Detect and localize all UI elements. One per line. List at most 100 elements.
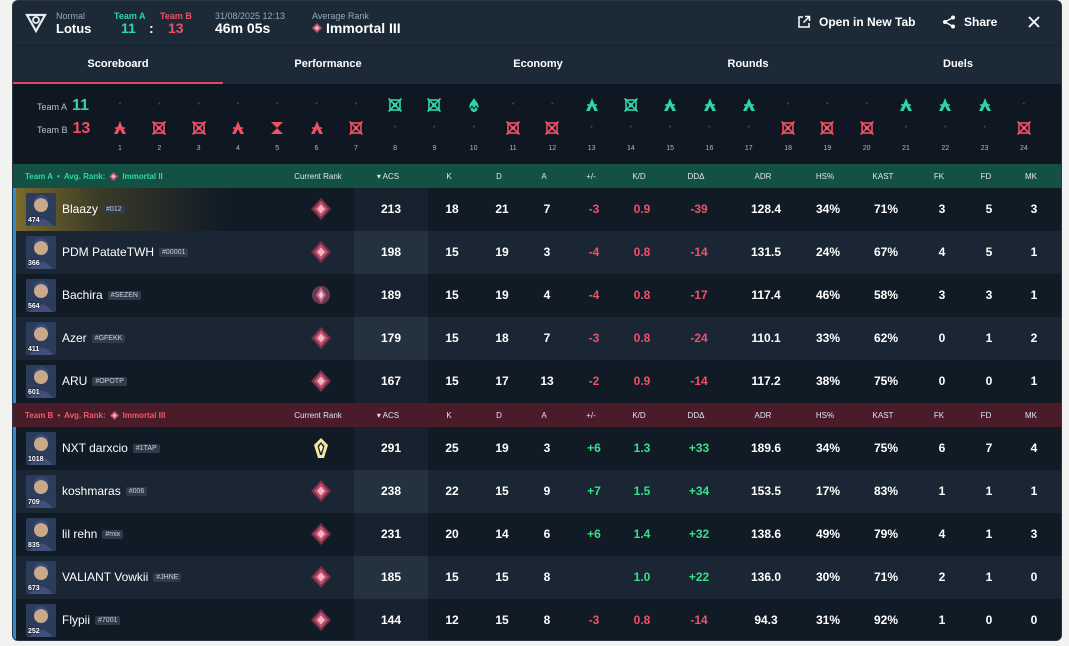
player-row[interactable]: 709 koshmaras #006 238 22 15 9 +7 1.5 +34 153.5 17%… [13,470,1061,513]
column-header-adr[interactable]: ADR [754,410,772,420]
column-header-acs[interactable]: ▾ ACS [373,411,403,420]
player-row[interactable]: 601 ARU #OPOTP 167 15 17 13 -2 0.9 -14 117.2 38% 75%… [13,360,1061,403]
column-header-multi-kills[interactable]: MK [1025,410,1037,420]
share-button[interactable]: Share [942,15,997,29]
round-3[interactable]: • [184,96,214,137]
column-header-kills[interactable]: K [446,410,452,420]
player-name[interactable]: Flypii #7001 [62,613,121,627]
player-row[interactable]: 564 Bachira #SEZEN 189 15 19 4 -4 0.8 -17 117.4 46%… [13,274,1061,317]
player-level: 709 [28,499,40,506]
player-tag: #7001 [95,615,121,625]
column-header-multi-kills[interactable]: MK [1025,171,1037,181]
player-name[interactable]: VALIANT Vowkii #JHNE [62,570,182,584]
column-header-assists[interactable]: A [541,171,547,181]
round-8[interactable]: • [380,96,410,137]
column-label: ACS [382,410,400,420]
column-header-current-rank[interactable]: Current Rank [294,171,342,181]
round-22[interactable]: • [930,96,960,137]
stat-deaths: 19 [495,441,509,455]
round-2[interactable]: • [144,96,174,137]
player-row[interactable]: 673 VALIANT Vowkii #JHNE 185 15 15 8 1.0 +22 136.… [13,556,1061,599]
round-16[interactable]: • [695,96,725,137]
column-header-first-kills[interactable]: FK [933,171,945,181]
round-18[interactable]: • [773,96,803,137]
timeline-team-a: Team A 11 [37,97,89,115]
round-9[interactable]: • [419,96,449,137]
stat-kills: 15 [445,374,459,388]
round-17[interactable]: • [734,96,764,137]
stat-headshot-pct: 38% [815,374,841,388]
player-row[interactable]: 366 PDM PatateTWH #00001 198 15 19 3 -4 0.8 -14 13… [13,231,1061,274]
round-12[interactable]: • [537,96,567,137]
round-20[interactable]: • [852,96,882,137]
column-header-kast[interactable]: KAST [872,171,894,181]
column-header-kd-ratio[interactable]: K/D [632,410,646,420]
column-header-kast[interactable]: KAST [872,410,894,420]
round-13[interactable]: • [577,96,607,137]
player-tag: #GFEKK [91,333,126,343]
round-24[interactable]: • [1009,96,1039,137]
column-header-dd-delta[interactable]: DDΔ [687,171,705,181]
round-11[interactable]: • [498,96,528,137]
avatar [26,322,56,355]
tab-performance[interactable]: Performance [294,58,362,70]
round-1[interactable]: • [105,96,135,137]
column-header-current-rank[interactable]: Current Rank [294,410,342,420]
match-date: 31/08/2025 12:13 [215,11,286,21]
player-row[interactable]: 252 Flypii #7001 144 12 15 8 -3 0.8 -14 94.3 31% 92%… [13,599,1061,640]
column-header-first-deaths[interactable]: FD [980,410,992,420]
column-header-headshot-pct[interactable]: HS% [815,410,835,420]
round-15[interactable]: • [655,96,685,137]
tab-economy[interactable]: Economy [513,58,563,70]
stat-adr: 128.4 [750,202,782,216]
player-name[interactable]: ARU #OPOTP [62,374,127,388]
round-6[interactable]: • [302,96,332,137]
stat-kd-ratio: 1.5 [633,484,651,498]
round-10[interactable]: • [459,96,489,137]
column-header-plus-minus[interactable]: +/- [586,410,596,420]
player-name[interactable]: Bachira #SEZEN [62,288,141,302]
column-header-kills[interactable]: K [446,171,452,181]
stat-plus-minus: +6 [587,527,601,541]
round-19[interactable]: • [812,96,842,137]
column-header-plus-minus[interactable]: +/- [586,171,596,181]
round-5[interactable]: • [262,96,292,137]
player-name[interactable]: Azer #GFEKK [62,331,126,345]
round-loss-dot: • [708,124,711,131]
column-header-deaths[interactable]: D [496,410,502,420]
tab-scoreboard[interactable]: Scoreboard [13,46,223,84]
column-header-assists[interactable]: A [541,410,547,420]
open-new-tab-button[interactable]: Open in New Tab [797,15,915,29]
stat-kills: 15 [445,245,459,259]
column-header-acs[interactable]: ▾ ACS [373,172,403,181]
player-row[interactable]: 411 Azer #GFEKK 179 15 18 7 -3 0.8 -24 110.1 33% 62%… [13,317,1061,360]
player-row[interactable]: 835 lil rehn #mix 231 20 14 6 +6 1.4 +32 138.6 49% 7… [13,513,1061,556]
agent-portrait-icon [26,236,56,269]
player-name[interactable]: NXT darxcio #1TAP [62,441,160,455]
agent-portrait-icon [26,193,56,226]
column-header-dd-delta[interactable]: DDΔ [687,410,705,420]
player-name[interactable]: Blaazy #012 [62,202,125,216]
stat-assists: 13 [540,374,554,388]
stat-kills: 15 [445,331,459,345]
tab-duels[interactable]: Duels [943,58,973,70]
column-header-adr[interactable]: ADR [754,171,772,181]
player-row[interactable]: 1018 NXT darxcio #1TAP 291 25 19 3 +6 1.3 +33 189.… [13,427,1061,470]
round-14[interactable]: • [616,96,646,137]
player-row[interactable]: 474 Blaazy #012 213 18 21 7 -3 0.9 -39 128.4 34% 71%… [13,188,1061,231]
column-header-headshot-pct[interactable]: HS% [815,171,835,181]
round-7[interactable]: • [341,96,371,137]
stat-headshot-pct: 31% [815,613,841,627]
round-4[interactable]: • [223,96,253,137]
tab-rounds[interactable]: Rounds [727,58,769,70]
column-header-first-kills[interactable]: FK [933,410,945,420]
player-name[interactable]: PDM PatateTWH #00001 [62,245,189,259]
round-21[interactable]: • [891,96,921,137]
column-header-first-deaths[interactable]: FD [980,171,992,181]
player-name[interactable]: lil rehn #mix [62,527,124,541]
player-name[interactable]: koshmaras #006 [62,484,148,498]
column-header-kd-ratio[interactable]: K/D [632,171,646,181]
column-header-deaths[interactable]: D [496,171,502,181]
round-23[interactable]: • [970,96,1000,137]
close-icon[interactable] [1026,14,1042,30]
